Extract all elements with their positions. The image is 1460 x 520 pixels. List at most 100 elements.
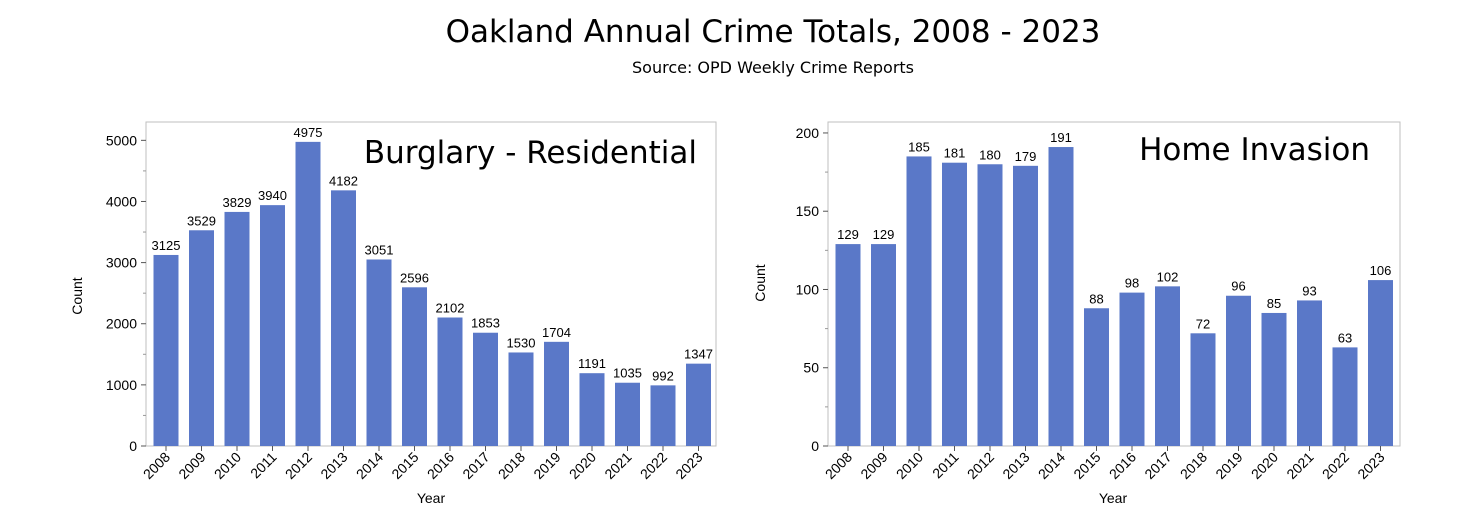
page-subtitle: Source: OPD Weekly Crime Reports (632, 58, 914, 77)
bar (224, 211, 250, 446)
bar-value-label: 1704 (542, 325, 571, 340)
bar-value-label: 129 (873, 227, 895, 242)
bar-value-label: 3051 (365, 242, 394, 257)
bar-value-label: 181 (944, 146, 966, 161)
burglary-residential-chart: 0 1000 2000 3000 4000 5000 3125 2008 3529 2009 382… (69, 121, 717, 506)
bar (686, 363, 711, 446)
bar-value-label: 85 (1267, 296, 1281, 311)
bar-value-label: 992 (652, 368, 674, 383)
bar (650, 385, 676, 446)
bar-value-label: 1347 (684, 347, 713, 362)
y-tick-label: 1000 (106, 377, 137, 393)
bar (1119, 292, 1145, 446)
bar (260, 205, 285, 446)
bar-value-label: 3940 (258, 188, 287, 203)
x-tick-label: 2008 (140, 449, 173, 482)
y-axis-label: Count (69, 277, 85, 314)
bar (1226, 295, 1251, 446)
bar (1048, 147, 1074, 447)
bar (473, 332, 498, 446)
x-tick-label: 2020 (566, 449, 599, 482)
bar-value-label: 3529 (187, 213, 216, 228)
plot-frame (827, 121, 1401, 447)
x-tick-label: 2020 (1248, 449, 1281, 482)
bar (402, 287, 427, 446)
bar-value-label: 191 (1050, 130, 1072, 145)
bar-value-label: 88 (1089, 291, 1103, 306)
bar-value-label: 185 (908, 139, 930, 154)
bar (906, 156, 932, 446)
x-tick-label: 2013 (999, 449, 1032, 482)
x-tick-label: 2014 (1035, 449, 1068, 482)
x-tick-label: 2019 (1212, 449, 1245, 482)
x-tick-label: 2017 (1141, 449, 1174, 482)
x-tick-label: 2017 (459, 449, 492, 482)
x-tick-label: 2014 (353, 449, 386, 482)
bar-value-label: 96 (1231, 279, 1245, 294)
bar-value-label: 106 (1370, 263, 1392, 278)
x-axis-label: Year (1099, 490, 1128, 506)
y-tick-label: 3000 (106, 255, 137, 271)
x-tick-label: 2018 (495, 449, 528, 482)
x-tick-label: 2011 (929, 449, 962, 482)
page-title: Oakland Annual Crime Totals, 2008 - 2023 (445, 14, 1101, 50)
bar-value-label: 102 (1157, 269, 1179, 284)
x-tick-label: 2010 (893, 449, 926, 482)
bar-value-label: 72 (1196, 316, 1210, 331)
bar (366, 259, 392, 446)
x-tick-label: 2012 (964, 449, 997, 482)
x-tick-label: 2022 (637, 449, 670, 482)
bar (331, 190, 356, 446)
bar (295, 141, 321, 446)
bar (1013, 165, 1038, 446)
bar-value-label: 1853 (471, 316, 500, 331)
bar-value-label: 3125 (152, 238, 181, 253)
chart-title: Home Invasion (1139, 132, 1370, 168)
y-tick-label: 100 (796, 281, 820, 297)
y-tick-label: 50 (803, 360, 819, 376)
bar (1084, 308, 1109, 446)
bar-value-label: 4182 (329, 173, 358, 188)
x-tick-label: 2018 (1177, 449, 1210, 482)
x-tick-label: 2019 (530, 449, 563, 482)
bar-value-label: 2102 (436, 301, 465, 316)
bar (835, 244, 861, 446)
y-tick-label: 5000 (106, 132, 137, 148)
x-tick-label: 2009 (175, 449, 208, 482)
x-tick-label: 2016 (1106, 449, 1139, 482)
bar (1368, 280, 1393, 446)
bar (871, 244, 896, 446)
x-tick-label: 2012 (282, 449, 315, 482)
bar-value-label: 98 (1125, 276, 1139, 291)
x-axis-label: Year (417, 490, 446, 506)
bar (153, 254, 179, 446)
bar-value-label: 1191 (578, 356, 606, 371)
bar-value-label: 129 (837, 227, 859, 242)
x-tick-label: 2023 (672, 449, 705, 482)
bar-value-label: 1530 (507, 335, 536, 350)
x-tick-label: 2010 (211, 449, 244, 482)
bar-value-label: 93 (1302, 283, 1316, 298)
bar (1332, 347, 1358, 446)
x-tick-label: 2021 (601, 449, 634, 482)
bar-value-label: 3829 (223, 195, 252, 210)
x-tick-label: 2011 (247, 449, 280, 482)
y-axis-label: Count (752, 264, 768, 301)
bar (615, 382, 640, 446)
bar (977, 164, 1003, 446)
y-tick-label: 2000 (106, 316, 137, 332)
bar (1155, 286, 1180, 446)
y-tick-label: 200 (796, 125, 820, 141)
bar-value-label: 63 (1338, 330, 1352, 345)
chart-title: Burglary - Residential (364, 135, 697, 171)
bar-value-label: 179 (1015, 149, 1037, 164)
y-tick-label: 0 (811, 438, 819, 454)
home-invasion-chart: 0 50 100 150 200 129 2008 129 2009 185 2010 181 2011… (752, 121, 1401, 506)
x-tick-label: 2009 (857, 449, 890, 482)
bar (189, 230, 214, 446)
x-tick-label: 2023 (1354, 449, 1387, 482)
x-tick-label: 2013 (317, 449, 350, 482)
bar (942, 162, 967, 446)
plot-frame (145, 121, 717, 447)
x-tick-label: 2015 (388, 449, 421, 482)
